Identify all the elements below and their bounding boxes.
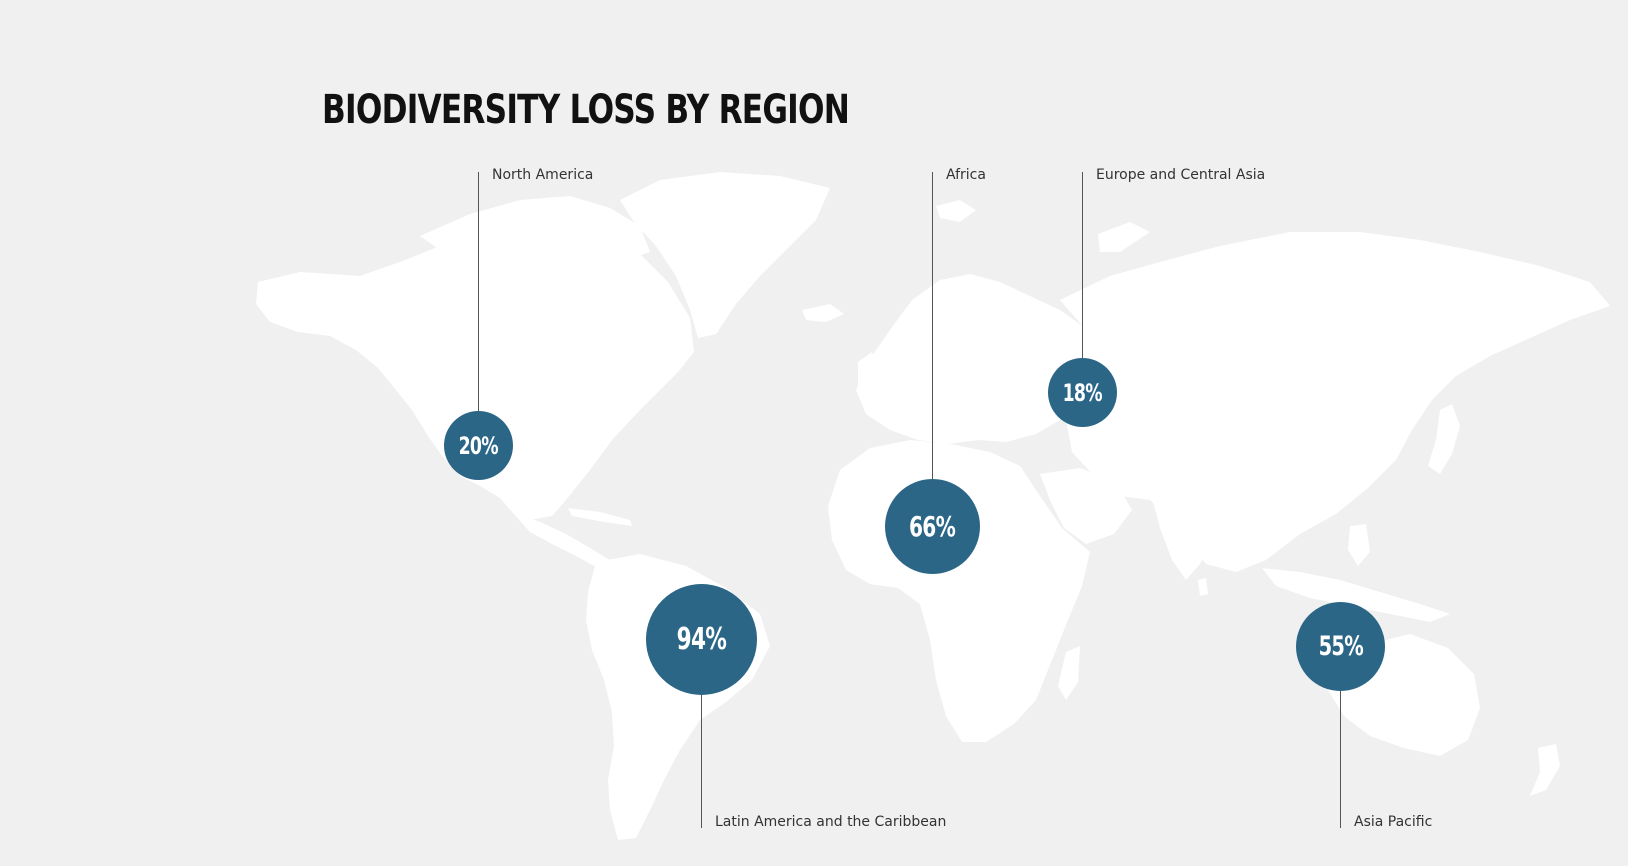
europe-central-asia-leader-line xyxy=(1082,172,1083,360)
africa-leader-line xyxy=(932,172,933,480)
landmass-arabian-peninsula xyxy=(1040,468,1132,544)
north-america-leader-line xyxy=(478,172,479,412)
landmass-india xyxy=(1150,482,1226,580)
landmass-new-zealand xyxy=(1530,744,1560,796)
europe-central-asia-value: 18% xyxy=(1062,378,1103,407)
north-america-label: North America xyxy=(492,167,594,183)
landmass-central-america xyxy=(512,512,610,568)
landmass-sri-lanka xyxy=(1198,578,1208,596)
africa-label: Africa xyxy=(946,167,986,183)
africa-value: 66% xyxy=(909,510,956,543)
asia-pacific-leader-line xyxy=(1340,691,1341,828)
landmass-novaya-zemlya xyxy=(1098,222,1150,252)
landmass-caribbean xyxy=(568,508,632,526)
landmass-indonesia xyxy=(1262,568,1450,622)
landmass-british-isles xyxy=(858,352,880,392)
landmass-north-america xyxy=(256,226,694,520)
latin-america-caribbean-bubble[interactable]: 94% xyxy=(646,584,757,695)
landmass-iceland xyxy=(802,304,844,322)
latin-america-caribbean-value: 94% xyxy=(676,622,727,657)
landmass-arctic-islands xyxy=(420,196,650,262)
latin-america-caribbean-leader-line xyxy=(701,695,702,828)
landmass-madagascar xyxy=(1058,646,1080,700)
page-title: BIODIVERSITY LOSS BY REGION xyxy=(322,87,850,133)
landmass-europe xyxy=(856,274,1096,444)
landmass-greenland xyxy=(620,172,830,338)
asia-pacific-value: 55% xyxy=(1318,631,1363,662)
europe-central-asia-label: Europe and Central Asia xyxy=(1096,167,1266,183)
north-america-bubble[interactable]: 20% xyxy=(444,411,513,480)
landmass-asia xyxy=(1060,232,1610,572)
africa-bubble[interactable]: 66% xyxy=(885,479,980,574)
europe-central-asia-bubble[interactable]: 18% xyxy=(1048,358,1117,427)
north-america-value: 20% xyxy=(458,431,499,460)
landmass-philippines xyxy=(1348,524,1370,566)
landmass-svalbard xyxy=(936,200,976,222)
asia-pacific-label: Asia Pacific xyxy=(1354,814,1433,830)
latin-america-caribbean-label: Latin America and the Caribbean xyxy=(715,814,947,830)
asia-pacific-bubble[interactable]: 55% xyxy=(1296,602,1385,691)
landmass-japan xyxy=(1428,404,1460,474)
